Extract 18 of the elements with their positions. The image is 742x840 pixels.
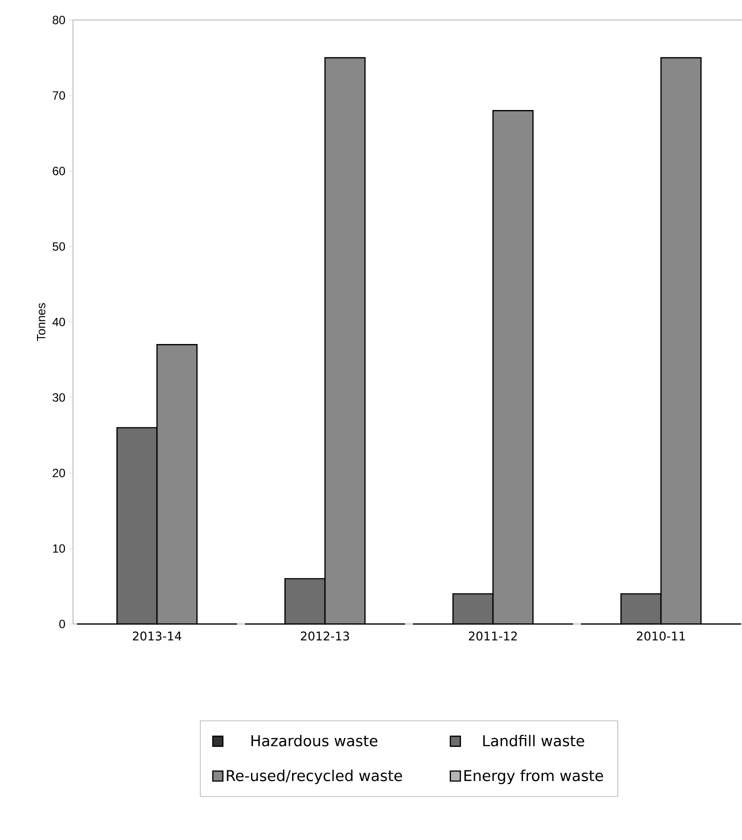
- legend-label: Hazardous waste: [252, 734, 378, 746]
- y-tick-label: 0: [59, 620, 66, 628]
- x-tick-label: 2011-12: [468, 632, 517, 641]
- legend-label: Energy from waste: [464, 770, 603, 784]
- y-tick-label: 80: [52, 16, 66, 24]
- x-tick-label: 2010-11: [636, 632, 685, 641]
- y-tick-label: 60: [52, 166, 66, 176]
- y-axis-title: Tonnes: [37, 303, 46, 342]
- x-tick-label: 2012-13: [300, 632, 349, 641]
- y-tick-label: 20: [52, 468, 66, 478]
- legend-label: Re-used/recycled waste: [226, 770, 402, 784]
- x-tick-label: 2013-14: [132, 632, 182, 641]
- y-tick-label: 10: [53, 544, 66, 553]
- y-tick-label: 30: [52, 393, 66, 402]
- y-tick-label: 40: [52, 318, 66, 326]
- y-tick-label: 50: [52, 242, 66, 251]
- legend-label: Landfill waste: [483, 734, 584, 746]
- y-tick-label: 70: [52, 91, 66, 100]
